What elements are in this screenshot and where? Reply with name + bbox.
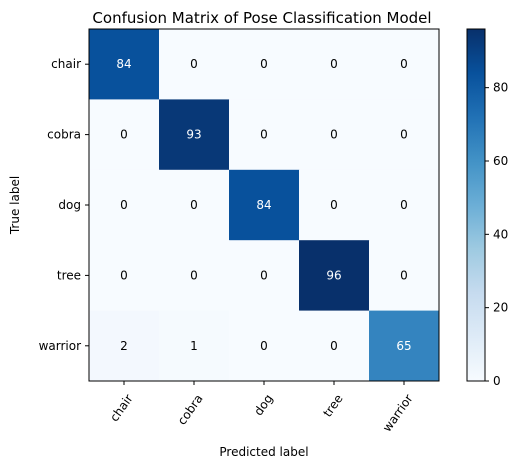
heatmap-cell-value: 2: [120, 339, 128, 353]
heatmap-cell: [89, 99, 160, 171]
x-axis-label: Predicted label: [219, 445, 308, 459]
heatmap-cell: [229, 29, 300, 100]
heatmap-cell: [89, 169, 160, 241]
y-tick-label: chair: [51, 57, 81, 71]
y-tick-label: cobra: [47, 128, 81, 142]
heatmap-cell: [89, 310, 160, 382]
heatmap-cell: [229, 99, 300, 171]
heatmap-cell-value: 0: [400, 128, 408, 142]
heatmap-cell: [369, 169, 440, 241]
heatmap-cells: [89, 29, 440, 382]
heatmap-cell: [299, 99, 370, 171]
heatmap-cell-value: 0: [190, 268, 198, 282]
chart-title: Confusion Matrix of Pose Classification …: [92, 9, 431, 27]
heatmap-cell: [369, 99, 440, 171]
x-tick-label: chair: [107, 392, 136, 425]
heatmap-cell-value: 0: [260, 57, 268, 71]
x-tick-label: warrior: [380, 392, 416, 435]
heatmap-cell: [159, 99, 230, 171]
heatmap-cell: [369, 240, 440, 312]
colorbar-tick-label: 20: [493, 301, 508, 315]
y-axis-ticks: chair cobra dog tree warrior: [39, 57, 89, 353]
colorbar-ticks: 0 20 40 60 80: [485, 81, 508, 388]
colorbar-tick-label: 40: [493, 227, 508, 241]
heatmap-cell: [369, 29, 440, 100]
heatmap-cell: [159, 169, 230, 241]
x-tick-label: tree: [320, 392, 345, 420]
heatmap-cell-value: 96: [326, 268, 341, 282]
heatmap-cell-value: 0: [400, 268, 408, 282]
heatmap-cell: [159, 240, 230, 312]
heatmap-cell: [369, 310, 440, 382]
heatmap-cell-value: 0: [190, 57, 198, 71]
heatmap-cell-value: 0: [260, 268, 268, 282]
heatmap-cell-value: 0: [190, 198, 198, 212]
heatmap-cell: [299, 169, 370, 241]
x-tick-label: cobra: [175, 392, 206, 428]
heatmap-cell-value: 0: [330, 198, 338, 212]
heatmap-cell: [89, 240, 160, 312]
colorbar-tick-label: 0: [493, 374, 501, 388]
y-tick-label: dog: [58, 198, 81, 212]
colorbar-tick-label: 80: [493, 81, 508, 95]
x-tick-label: dog: [251, 392, 275, 419]
colorbar-tick-label: 60: [493, 154, 508, 168]
heatmap-cell: [159, 310, 230, 382]
heatmap-cell-value: 0: [120, 198, 128, 212]
heatmap-cell-value: 0: [120, 268, 128, 282]
heatmap-cell-value: 0: [260, 128, 268, 142]
heatmap-cell: [229, 240, 300, 312]
y-tick-label: warrior: [39, 339, 82, 353]
y-tick-label: tree: [57, 268, 81, 282]
heatmap-cell: [229, 169, 300, 241]
heatmap-cell-value: 0: [400, 57, 408, 71]
heatmap-cell: [89, 29, 160, 100]
heatmap-cell-value: 0: [400, 198, 408, 212]
heatmap-cell-value: 84: [116, 57, 131, 71]
y-axis-label: True label: [8, 176, 22, 235]
heatmap-cell-value: 1: [190, 339, 198, 353]
heatmap-cell: [299, 240, 370, 312]
heatmap-cell-value: 65: [396, 339, 411, 353]
heatmap-cell: [299, 29, 370, 100]
heatmap-cell-values: 84 0 0 0 0 0 93 0 0 0 0 0 84 0 0 0 0 0 96 0 2 1 0 0 65: [116, 57, 411, 353]
heatmap-cell-value: 93: [186, 128, 201, 142]
heatmap-cell-value: 0: [260, 339, 268, 353]
heatmap-cell: [159, 29, 230, 100]
colorbar: [466, 28, 486, 382]
heatmap-cell-value: 0: [330, 339, 338, 353]
heatmap-cell-value: 0: [330, 57, 338, 71]
heatmap-cell: [299, 310, 370, 382]
x-axis-ticks: chair cobra dog tree warrior: [107, 381, 416, 435]
heatmap-cell: [229, 310, 300, 382]
heatmap-cell-value: 84: [256, 198, 271, 212]
heatmap-cell-value: 0: [330, 128, 338, 142]
heatmap-cell-value: 0: [120, 128, 128, 142]
